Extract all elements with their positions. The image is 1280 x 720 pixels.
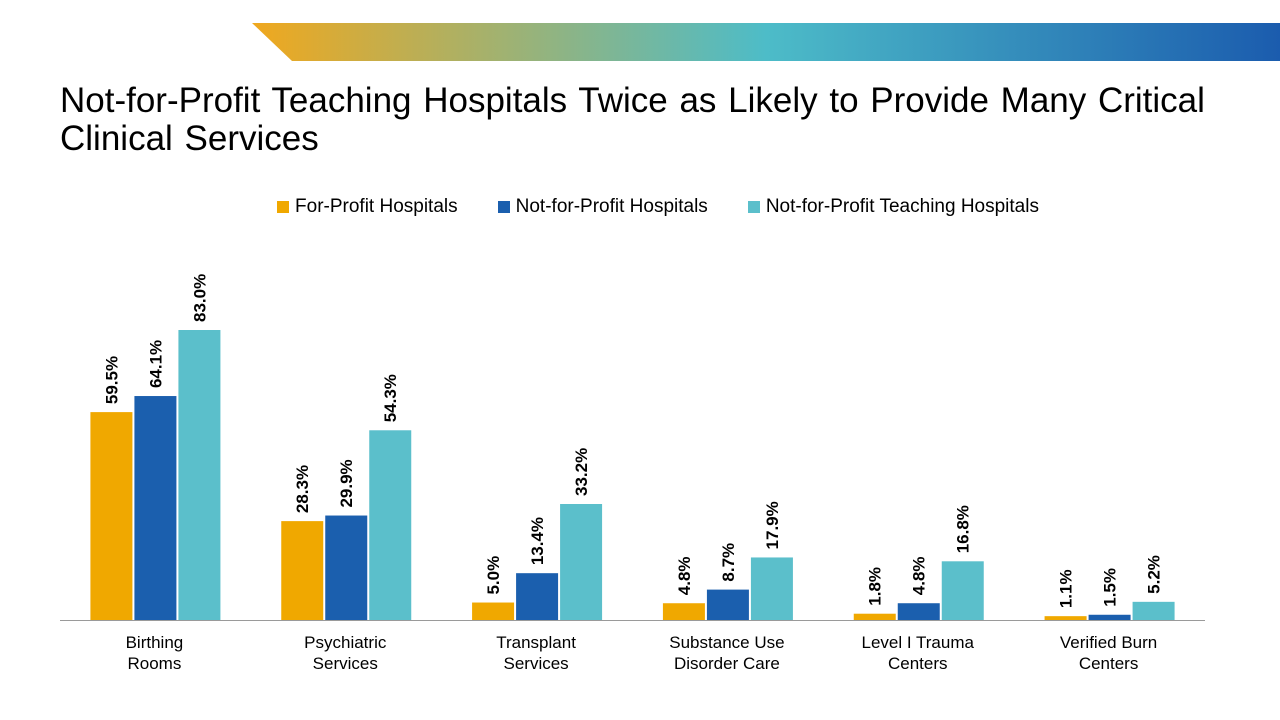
data-label-birthing-rooms-for-profit-hospitals: 59.5% [102,356,121,404]
data-label-level-i-trauma-centers-not-for-profit-teaching-hospitals: 16.8% [954,505,973,553]
bar-substance-use-disorder-care-for-profit-hospitals [662,603,705,620]
data-label-verified-burn-centers-for-profit-hospitals: 1.1% [1057,569,1076,608]
bar-birthing-rooms-not-for-profit-hospitals [134,396,177,620]
legend-item-for-profit: For-Profit Hospitals [277,196,458,218]
data-label-transplant-services-for-profit-hospitals: 5.0% [484,556,503,595]
legend-item-not-for-profit: Not-for-Profit Hospitals [497,196,708,218]
category-label-transplant-services: Transplant Services [496,633,576,673]
data-label-transplant-services-not-for-profit-teaching-hospitals: 33.2% [572,448,591,496]
bar-verified-burn-centers-not-for-profit-hospitals [1088,614,1131,620]
legend-item-teaching: Not-for-Profit Teaching Hospitals [747,196,1039,218]
data-label-substance-use-disorder-care-not-for-profit-teaching-hospitals: 17.9% [763,501,782,549]
category-label-birthing-rooms: Birthing Rooms [126,633,184,673]
data-label-psychiatric-services-for-profit-hospitals: 28.3% [293,465,312,513]
data-label-transplant-services-not-for-profit-hospitals: 13.4% [528,517,547,565]
legend-swatch-not-for-profit [497,201,510,213]
bar-verified-burn-centers-for-profit-hospitals [1044,616,1087,620]
bar-verified-burn-centers-not-for-profit-teaching-hospitals [1132,601,1175,620]
bar-level-i-trauma-centers-for-profit-hospitals [853,613,896,620]
bar-psychiatric-services-for-profit-hospitals [281,521,324,620]
data-label-birthing-rooms-not-for-profit-teaching-hospitals: 83.0% [190,274,209,322]
data-label-substance-use-disorder-care-for-profit-hospitals: 4.8% [675,556,694,595]
data-label-substance-use-disorder-care-not-for-profit-hospitals: 8.7% [719,543,738,582]
bar-transplant-services-for-profit-hospitals [472,602,515,620]
data-label-psychiatric-services-not-for-profit-hospitals: 29.9% [337,459,356,507]
legend-label-not-for-profit: Not-for-Profit Hospitals [515,196,708,217]
data-label-psychiatric-services-not-for-profit-teaching-hospitals: 54.3% [381,374,400,422]
bar-level-i-trauma-centers-not-for-profit-hospitals [897,603,940,620]
bar-birthing-rooms-for-profit-hospitals [90,412,133,620]
data-label-verified-burn-centers-not-for-profit-hospitals: 1.5% [1101,568,1120,607]
bar-psychiatric-services-not-for-profit-teaching-hospitals [369,430,412,620]
data-label-level-i-trauma-centers-for-profit-hospitals: 1.8% [866,567,885,606]
data-label-level-i-trauma-centers-not-for-profit-hospitals: 4.8% [910,556,929,595]
bar-transplant-services-not-for-profit-teaching-hospitals [560,504,603,620]
legend-label-teaching: Not-for-Profit Teaching Hospitals [765,196,1039,217]
data-label-verified-burn-centers-not-for-profit-teaching-hospitals: 5.2% [1145,555,1164,594]
data-label-birthing-rooms-not-for-profit-hospitals: 64.1% [146,340,165,388]
bar-substance-use-disorder-care-not-for-profit-teaching-hospitals [750,557,793,620]
bar-substance-use-disorder-care-not-for-profit-hospitals [706,589,749,620]
header-gradient-banner [252,23,1280,61]
bar-transplant-services-not-for-profit-hospitals [516,573,559,620]
category-label-substance-use-disorder-care: Substance Use Disorder Care [669,633,784,673]
legend-swatch-for-profit [277,201,290,213]
page-title: Not-for-Profit Teaching Hospitals Twice … [60,81,1205,158]
bar-level-i-trauma-centers-not-for-profit-teaching-hospitals [941,561,984,620]
legend-label-for-profit: For-Profit Hospitals [295,196,458,217]
category-label-level-i-trauma-centers: Level I Trauma Centers [862,633,975,673]
bar-psychiatric-services-not-for-profit-hospitals [325,515,368,620]
category-label-verified-burn-centers: Verified Burn Centers [1060,633,1157,673]
chart-legend: For-Profit Hospitals Not-for-Profit Hosp… [0,196,1280,218]
bar-birthing-rooms-not-for-profit-teaching-hospitals [178,330,221,620]
category-label-psychiatric-services: Psychiatric Services [304,633,387,673]
legend-swatch-teaching [747,201,760,213]
